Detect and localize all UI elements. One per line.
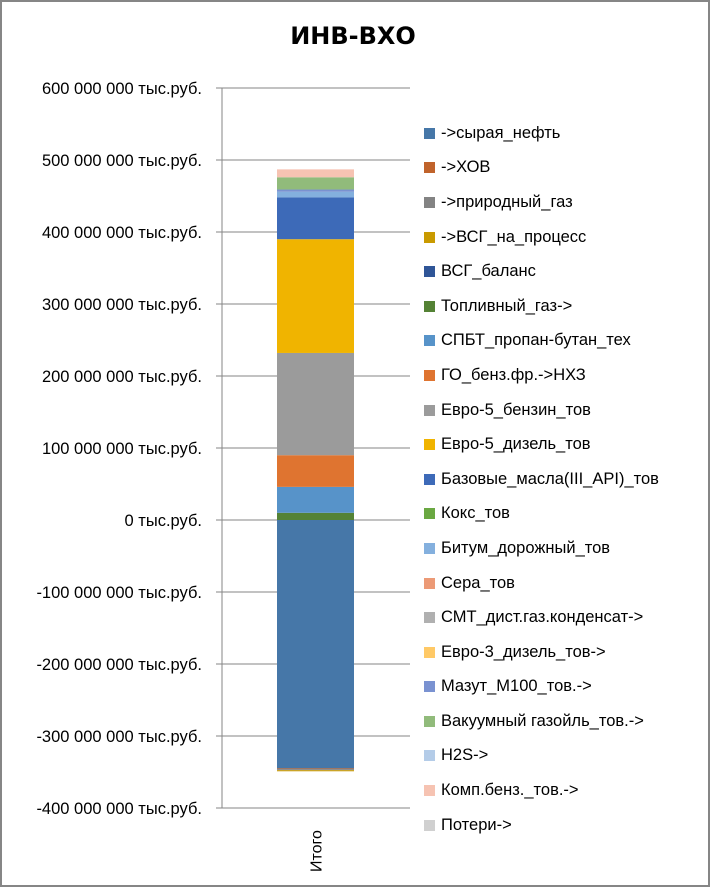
legend-swatch bbox=[424, 231, 435, 243]
legend-label: СПБТ_пропан-бутан_тех bbox=[441, 331, 631, 350]
legend-swatch bbox=[424, 785, 435, 797]
bar-segment-17 bbox=[277, 177, 354, 190]
legend-label: Базовые_масла(III_API)_тов bbox=[441, 469, 659, 488]
legend-swatch bbox=[424, 577, 435, 589]
legend-item: Кокс_тов bbox=[424, 497, 659, 532]
legend-swatch bbox=[424, 542, 435, 554]
legend-label: ->сырая_нефть bbox=[441, 123, 561, 142]
legend-label: Потери-> bbox=[441, 815, 512, 834]
legend-label: ->природный_газ bbox=[441, 192, 573, 211]
bar-segment-2 bbox=[277, 769, 354, 771]
legend-swatch bbox=[424, 266, 435, 278]
legend-swatch bbox=[424, 715, 435, 727]
bar-segment-7 bbox=[277, 455, 354, 487]
legend-item: Потери-> bbox=[424, 808, 659, 843]
legend-label: ->ВСГ_на_процесс bbox=[441, 227, 587, 246]
y-tick-label: 300 000 000 тыс.руб. bbox=[42, 296, 202, 314]
legend-swatch bbox=[424, 508, 435, 520]
legend-label: Вакуумный газойль_тов.-> bbox=[441, 711, 644, 730]
y-tick-label: 500 000 000 тыс.руб. bbox=[42, 152, 202, 170]
legend-label: ->ХОВ bbox=[441, 158, 491, 177]
legend-item: Евро-3_дизель_тов-> bbox=[424, 635, 659, 670]
legend-label: ВСГ_баланс bbox=[441, 262, 536, 281]
legend-item: СПБТ_пропан-бутан_тех bbox=[424, 324, 659, 359]
legend-swatch bbox=[424, 750, 435, 762]
legend-item: ->ХОВ bbox=[424, 151, 659, 186]
legend-swatch bbox=[424, 300, 435, 312]
legend-label: Кокс_тов bbox=[441, 504, 510, 523]
legend-swatch bbox=[424, 369, 435, 381]
legend-item: ->природный_газ bbox=[424, 185, 659, 220]
bar-segment-12 bbox=[277, 191, 354, 198]
y-tick-label: -100 000 000 тыс.руб. bbox=[36, 584, 202, 602]
legend-item: Базовые_масла(III_API)_тов bbox=[424, 462, 659, 497]
legend-item: Евро-5_дизель_тов bbox=[424, 427, 659, 462]
bar-segment-10 bbox=[277, 197, 354, 240]
bar-segment-19 bbox=[277, 169, 354, 178]
legend-swatch bbox=[424, 127, 435, 139]
legend-swatch bbox=[424, 162, 435, 174]
legend-item: ГО_бенз.фр.->НХЗ bbox=[424, 358, 659, 393]
legend-label: H2S-> bbox=[441, 746, 489, 765]
legend-item: ->ВСГ_на_процесс bbox=[424, 220, 659, 255]
legend-item: ->сырая_нефть bbox=[424, 116, 659, 151]
legend-item: Битум_дорожный_тов bbox=[424, 531, 659, 566]
legend-item: Комп.бенз._тов.-> bbox=[424, 773, 659, 808]
x-tick-label: Итого bbox=[309, 830, 326, 872]
bar-segment-6 bbox=[277, 486, 354, 513]
chart-title: ИНВ-ВХО bbox=[290, 22, 416, 50]
bar-segment-9 bbox=[277, 239, 354, 353]
bar-segment-0 bbox=[277, 520, 354, 769]
bar-segment-1 bbox=[277, 768, 354, 770]
y-tick-label: 400 000 000 тыс.руб. bbox=[42, 224, 202, 242]
bar-segment-5 bbox=[277, 512, 354, 520]
y-tick-label: -400 000 000 тыс.руб. bbox=[36, 800, 202, 818]
legend-item: Вакуумный газойль_тов.-> bbox=[424, 704, 659, 739]
legend-label: ГО_бенз.фр.->НХЗ bbox=[441, 365, 586, 384]
legend-label: Сера_тов bbox=[441, 573, 515, 592]
legend-item: Евро-5_бензин_тов bbox=[424, 393, 659, 428]
legend-swatch bbox=[424, 819, 435, 831]
legend-swatch bbox=[424, 439, 435, 451]
y-tick-label: -300 000 000 тыс.руб. bbox=[36, 728, 202, 746]
bar-segment-8 bbox=[277, 352, 354, 456]
legend-item: H2S-> bbox=[424, 739, 659, 774]
bar-segment-16 bbox=[277, 189, 354, 192]
legend-item: Сера_тов bbox=[424, 566, 659, 601]
y-tick-label: 0 тыс.руб. bbox=[125, 512, 202, 530]
chart-legend: ->сырая_нефть ->ХОВ ->природный_газ ->ВСГ_н… bbox=[424, 116, 659, 842]
y-tick-label: 100 000 000 тыс.руб. bbox=[42, 440, 202, 458]
legend-item: Топливный_газ-> bbox=[424, 289, 659, 324]
legend-swatch bbox=[424, 196, 435, 208]
y-tick-label: 600 000 000 тыс.руб. bbox=[42, 80, 202, 98]
legend-swatch bbox=[424, 681, 435, 693]
legend-swatch bbox=[424, 473, 435, 485]
legend-item: Мазут_М100_тов.-> bbox=[424, 670, 659, 705]
legend-label: Битум_дорожный_тов bbox=[441, 538, 611, 557]
legend-label: Мазут_М100_тов.-> bbox=[441, 677, 592, 696]
legend-label: Топливный_газ-> bbox=[441, 296, 573, 315]
legend-label: Евро-5_дизель_тов bbox=[441, 435, 591, 454]
bar-segment-3 bbox=[277, 770, 354, 772]
legend-label: Комп.бенз._тов.-> bbox=[441, 781, 579, 800]
legend-item: СМТ_дист.газ.конденсат-> bbox=[424, 600, 659, 635]
legend-item: ВСГ_баланс bbox=[424, 254, 659, 289]
legend-label: Евро-3_дизель_тов-> bbox=[441, 642, 606, 661]
legend-label: СМТ_дист.газ.конденсат-> bbox=[441, 608, 644, 627]
legend-swatch bbox=[424, 612, 435, 624]
legend-swatch bbox=[424, 646, 435, 658]
legend-swatch bbox=[424, 335, 435, 347]
y-tick-label: -200 000 000 тыс.руб. bbox=[36, 656, 202, 674]
legend-swatch bbox=[424, 404, 435, 416]
legend-label: Евро-5_бензин_тов bbox=[441, 400, 591, 419]
y-tick-label: 200 000 000 тыс.руб. bbox=[42, 368, 202, 386]
